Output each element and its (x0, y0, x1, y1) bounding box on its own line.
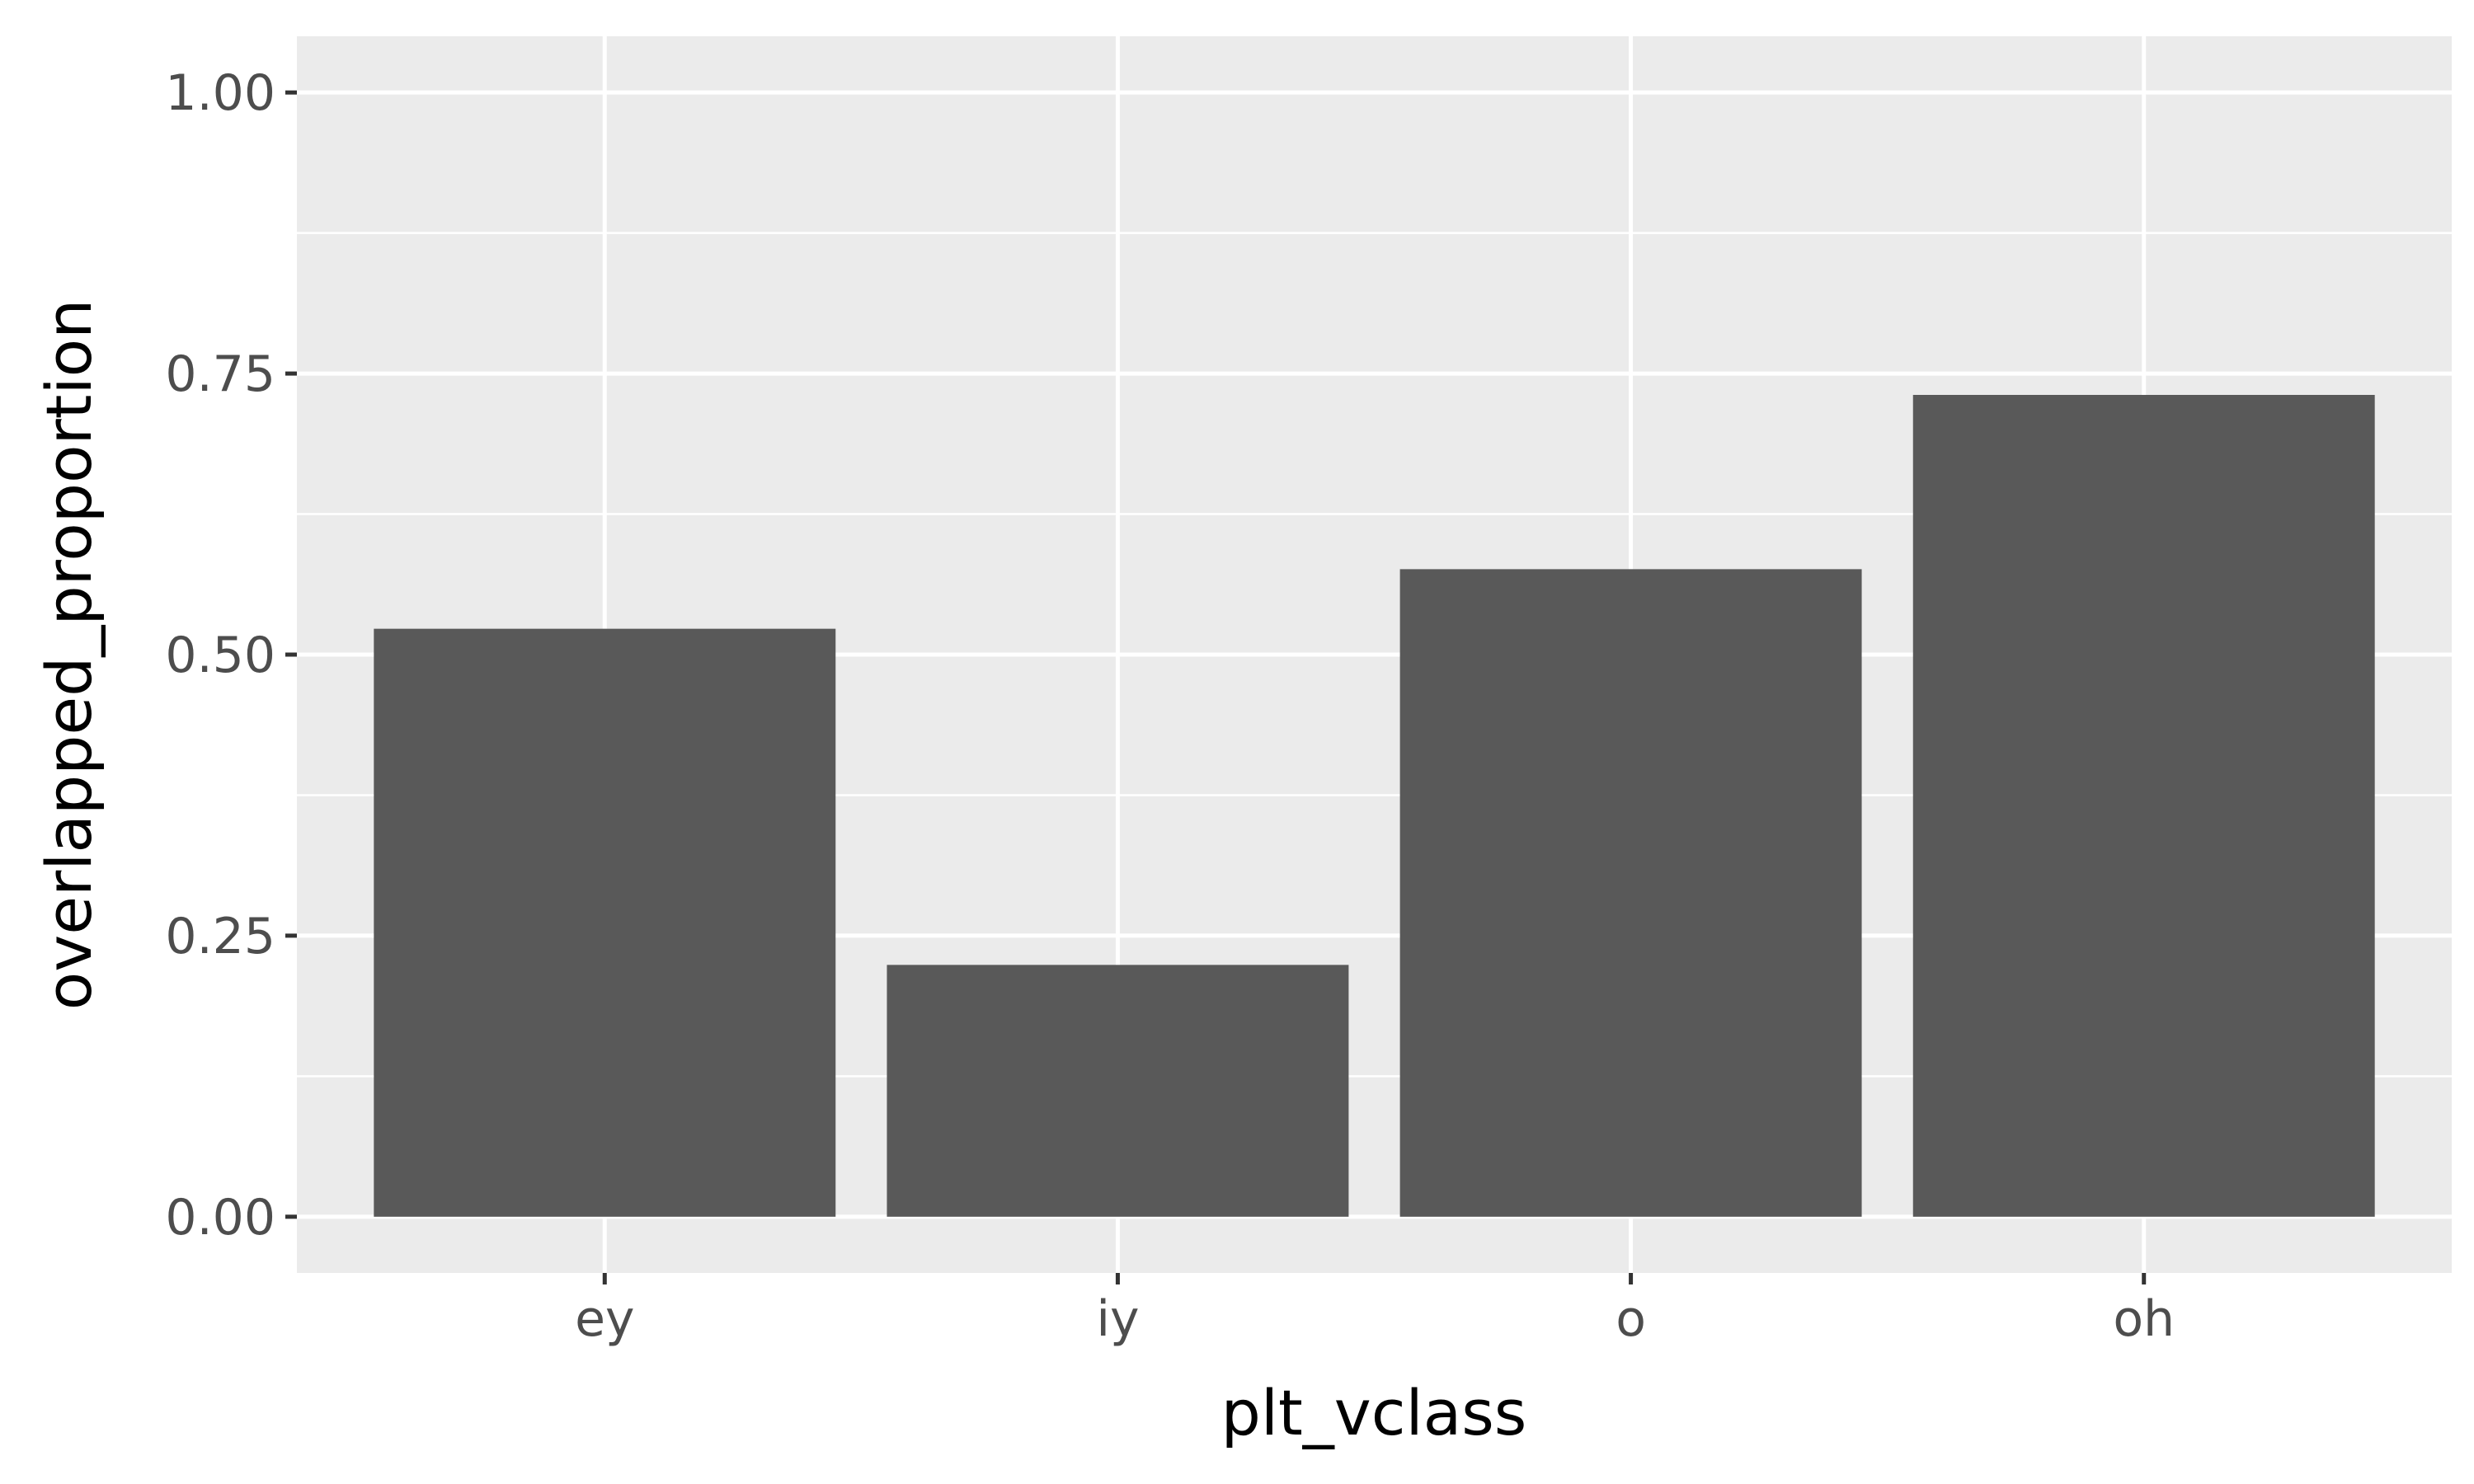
y-tick-label: 1.00 (165, 64, 275, 122)
bar-oh (1912, 395, 2375, 1217)
y-tick-label: 0.75 (165, 345, 275, 403)
x-axis: ey iy o oh (575, 1273, 2175, 1348)
bar-o (1399, 569, 1862, 1217)
bar-ey (374, 628, 836, 1217)
y-axis: 0.00 0.25 0.50 0.75 1.00 (165, 64, 297, 1247)
x-tick-label: iy (1096, 1290, 1139, 1348)
x-tick-label: o (1616, 1290, 1646, 1348)
x-axis-title: plt_vclass (1221, 1376, 1527, 1449)
bar-iy (887, 965, 1349, 1217)
y-axis-title: overlapped_proportion (32, 299, 106, 1011)
y-tick-label: 0.25 (165, 908, 275, 965)
bars (374, 395, 2375, 1217)
y-tick-label: 0.50 (165, 627, 275, 684)
x-tick-label: ey (575, 1290, 634, 1348)
y-tick-label: 0.00 (165, 1189, 275, 1247)
x-tick-label: oh (2113, 1290, 2175, 1348)
